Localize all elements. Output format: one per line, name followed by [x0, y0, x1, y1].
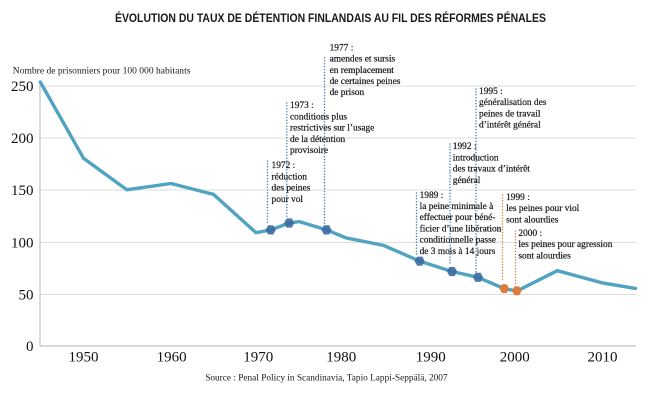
svg-text:1990: 1990	[416, 349, 446, 365]
svg-text:1972 :: 1972 :	[272, 161, 296, 171]
svg-text:2000 :: 2000 :	[518, 229, 542, 239]
svg-text:200: 200	[11, 131, 34, 147]
svg-text:introduction: introduction	[453, 153, 499, 163]
svg-text:50: 50	[19, 288, 34, 304]
svg-text:100: 100	[11, 236, 34, 252]
svg-text:2000: 2000	[500, 349, 530, 365]
svg-text:restrictives sur l’usage: restrictives sur l’usage	[290, 124, 374, 134]
svg-text:0: 0	[26, 339, 34, 355]
svg-text:sont alourdies: sont alourdies	[506, 215, 559, 225]
svg-text:amendes et sursis: amendes et sursis	[330, 55, 396, 65]
svg-text:1960: 1960	[157, 349, 187, 365]
svg-text:de 3 mois à 14 jours: de 3 mois à 14 jours	[420, 247, 496, 257]
svg-text:pour vol: pour vol	[272, 195, 304, 205]
svg-text:des peines: des peines	[272, 184, 311, 194]
svg-text:la peine minimale à: la peine minimale à	[420, 202, 495, 212]
svg-text:généralisation des: généralisation des	[479, 98, 547, 108]
svg-text:1973 :: 1973 :	[290, 101, 314, 111]
svg-text:150: 150	[11, 183, 34, 199]
svg-text:provisoire: provisoire	[290, 146, 328, 156]
svg-text:les peines pour viol: les peines pour viol	[506, 204, 580, 214]
svg-text:1992 :: 1992 :	[453, 142, 477, 152]
svg-text:en remplacement: en remplacement	[330, 66, 395, 76]
svg-text:ficier d’une libération: ficier d’une libération	[420, 223, 502, 234]
svg-text:de prison: de prison	[330, 88, 365, 98]
svg-text:2010: 2010	[588, 349, 618, 365]
svg-text:1999 :: 1999 :	[506, 193, 530, 203]
svg-text:Source : Penal Policy in Scand: Source : Penal Policy in Scandinavia, Ta…	[205, 374, 448, 384]
svg-text:conditions plus: conditions plus	[290, 112, 347, 122]
svg-text:Nombre de prisonniers pour 100: Nombre de prisonniers pour 100 000 habit…	[13, 65, 191, 76]
svg-text:d’intérêt général: d’intérêt général	[479, 121, 541, 131]
svg-text:effectuer pour béné-: effectuer pour béné-	[420, 212, 496, 223]
svg-text:général: général	[453, 176, 481, 186]
svg-text:réduction: réduction	[272, 172, 308, 182]
svg-text:1980: 1980	[326, 349, 356, 365]
svg-text:1977 :: 1977 :	[330, 43, 354, 53]
svg-text:de certaines peines: de certaines peines	[330, 77, 401, 87]
svg-text:peines de travail: peines de travail	[479, 109, 541, 119]
svg-text:1970: 1970	[243, 349, 273, 365]
svg-text:les peines pour agression: les peines pour agression	[518, 240, 612, 250]
svg-text:de la détention: de la détention	[290, 135, 346, 145]
svg-text:1950: 1950	[69, 349, 99, 365]
svg-text:sont alourdies: sont alourdies	[518, 251, 571, 261]
svg-text:ÉVOLUTION DU TAUX DE DÉTENTION: ÉVOLUTION DU TAUX DE DÉTENTION FINLANDAI…	[115, 10, 546, 25]
svg-text:conditionnelle passe: conditionnelle passe	[420, 236, 496, 246]
svg-text:1995 :: 1995 :	[479, 87, 503, 97]
svg-text:250: 250	[11, 79, 34, 95]
svg-text:des travaux d’intérêt: des travaux d’intérêt	[453, 165, 530, 175]
svg-text:1989 :: 1989 :	[420, 191, 444, 201]
